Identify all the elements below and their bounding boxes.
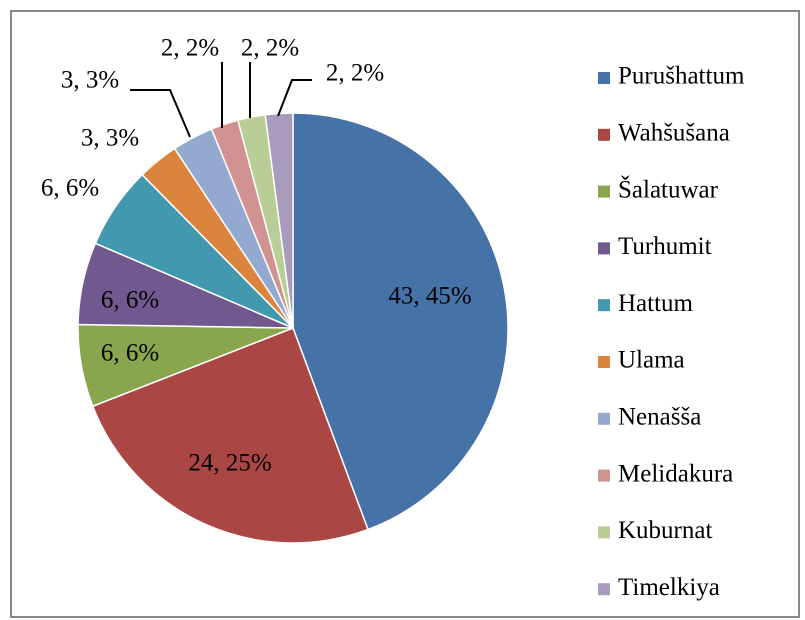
legend-label: Turhumit [618,233,712,260]
pie-slice [292,112,509,531]
legend-swatch [598,72,610,84]
legend-swatch [598,526,610,539]
data-label: 3, 3% [81,125,139,152]
legend-label: Melidakura [618,460,733,487]
legend-swatch [598,412,610,425]
legend-swatch [598,242,610,255]
data-label: 3, 3% [61,67,119,94]
data-label: 6, 6% [101,287,159,314]
legend-swatch [598,583,610,596]
data-label: 6, 6% [101,340,159,367]
data-label: 2, 2% [241,35,299,62]
legend-label: Nenašša [618,404,701,431]
legend-label: Kuburnat [618,517,712,544]
data-label: 6, 6% [41,175,99,202]
legend-swatch [598,299,610,312]
legend-label: Ulama [618,347,685,374]
data-label: 24, 25% [188,450,271,477]
data-label: 43, 45% [388,283,471,310]
legend-swatch [598,185,610,198]
pie-slice [91,327,369,544]
legend-swatch [598,469,610,482]
leader-line [277,79,312,117]
leader-line [130,89,191,138]
legend-swatch [598,128,610,141]
legend-label: Šalatuwar [618,174,719,203]
legend-label: Hattum [618,290,694,317]
data-label: 2, 2% [161,35,219,62]
data-label: 2, 2% [326,60,384,87]
legend-swatch [598,356,610,368]
legend-label: Timelkiya [618,574,720,601]
legend-label: Purušhattum [618,63,745,90]
legend-label: Wahšušana [618,120,730,147]
